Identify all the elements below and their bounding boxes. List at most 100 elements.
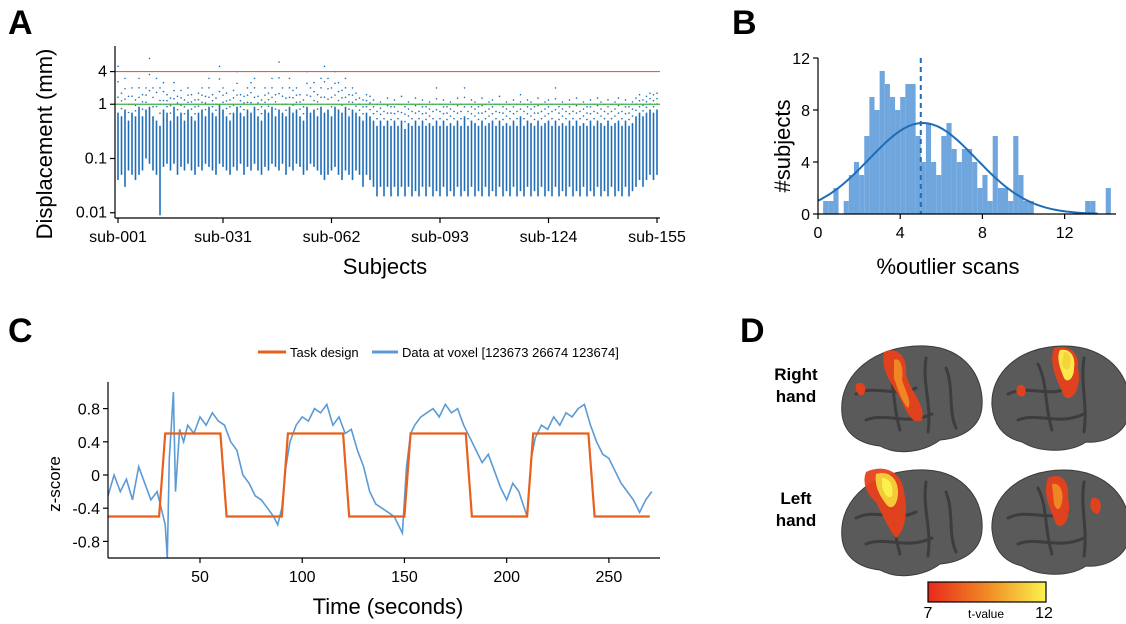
- subject-outlier-point: [551, 110, 553, 113]
- histogram-bar: [987, 201, 993, 214]
- subject-outlier-point: [145, 94, 147, 96]
- subject-outlier-point: [232, 89, 235, 92]
- subject-outlier-point: [421, 106, 424, 108]
- histogram-bar: [1023, 201, 1029, 214]
- subject-outlier-point: [369, 108, 371, 111]
- panel-label-d: D: [740, 312, 765, 350]
- subject-outlier-point: [407, 115, 410, 117]
- subject-outlier-point: [309, 95, 312, 97]
- subject-outlier-point: [638, 99, 641, 102]
- subject-outlier-point: [575, 104, 578, 107]
- subject-outlier-point: [463, 106, 466, 108]
- histogram-bar: [879, 71, 885, 214]
- subject-outlier-point: [222, 87, 224, 89]
- subject-outlier-point: [509, 117, 511, 120]
- subject-outlier-point: [187, 94, 189, 96]
- subject-outlier-point: [568, 99, 571, 101]
- subject-outlier-point: [215, 97, 217, 99]
- subject-outlier-point: [656, 97, 658, 100]
- histogram-bar: [1002, 188, 1009, 214]
- subject-outlier-point: [362, 99, 364, 101]
- subject-outlier-point: [162, 99, 165, 102]
- subject-outlier-point: [526, 99, 529, 101]
- subject-outlier-point: [344, 87, 347, 89]
- histogram-bar: [848, 175, 854, 214]
- subject-outlier-point: [355, 105, 357, 107]
- subject-displacement-points: [117, 57, 658, 216]
- histogram-bar: [895, 110, 901, 214]
- subject-outlier-point: [138, 77, 140, 80]
- subject-outlier-point: [267, 92, 270, 94]
- t-value-colorbar: [927, 581, 1047, 603]
- subject-outlier-point: [617, 112, 620, 114]
- subject-outlier-point: [124, 77, 126, 80]
- subject-outlier-point: [656, 92, 658, 94]
- panel-label-b: B: [732, 4, 757, 42]
- subject-outlier-point: [477, 105, 480, 108]
- subject-outlier-point: [211, 105, 214, 108]
- subject-outlier-point: [117, 65, 119, 68]
- subject-outlier-point: [201, 94, 203, 96]
- subject-outlier-point: [442, 112, 445, 115]
- subject-outlier-point: [365, 93, 368, 96]
- subject-outlier-point: [348, 108, 350, 110]
- subject-outlier-point: [547, 112, 550, 115]
- subject-outlier-point: [537, 97, 539, 99]
- subject-outlier-point: [593, 110, 595, 113]
- subject-outlier-point: [526, 106, 529, 108]
- brain-left-hand-medial: [991, 469, 1126, 575]
- subject-outlier-point: [614, 101, 616, 103]
- histogram-bar: [884, 84, 890, 214]
- subject-outlier-point: [302, 112, 305, 115]
- subject-outlier-point: [631, 108, 634, 110]
- subject-outlier-point: [411, 110, 413, 113]
- subject-outlier-point: [614, 108, 616, 110]
- subject-outlier-point: [495, 117, 497, 120]
- subject-outlier-point: [386, 97, 389, 99]
- subject-outlier-point: [481, 112, 483, 114]
- subject-outlier-point: [390, 118, 392, 121]
- subject-outlier-point: [414, 97, 417, 99]
- subject-outlier-point: [652, 99, 655, 102]
- subject-outlier-point: [327, 87, 329, 90]
- subject-outlier-point: [631, 101, 634, 103]
- subject-outlier-point: [624, 106, 627, 108]
- subject-outlier-point: [316, 101, 319, 103]
- subject-outlier-point: [400, 111, 403, 114]
- subject-outlier-point: [645, 95, 648, 98]
- subject-outlier-point: [607, 112, 609, 115]
- subject-outlier-point: [624, 99, 627, 101]
- subject-outlier-point: [393, 112, 396, 115]
- subject-outlier-point: [173, 89, 175, 92]
- subject-outlier-point: [572, 110, 574, 113]
- subject-outlier-point: [645, 100, 648, 103]
- histogram-bar: [961, 149, 967, 214]
- subject-outlier-point: [467, 117, 469, 120]
- subject-outlier-point: [152, 106, 154, 108]
- subject-outlier-point: [292, 89, 294, 92]
- subject-outlier-point: [474, 108, 476, 110]
- legend-c: Task design Data at voxel [123673 26674 1…: [258, 345, 619, 360]
- subject-outlier-point: [439, 110, 441, 113]
- subject-outlier-point: [215, 109, 217, 112]
- subject-outlier-point: [127, 111, 130, 114]
- subject-outlier-point: [225, 100, 228, 102]
- subject-outlier-point: [621, 117, 623, 120]
- x-axis-title-c: Time (seconds): [313, 594, 464, 619]
- subject-outlier-point: [649, 92, 651, 94]
- subject-outlier-point: [358, 97, 361, 99]
- subject-outlier-point: [204, 102, 207, 104]
- subject-outlier-point: [204, 108, 207, 111]
- subject-outlier-point: [418, 110, 420, 113]
- y-tick-label-c: -0.4: [72, 501, 100, 518]
- subject-outlier-point: [414, 104, 417, 107]
- subject-outlier-point: [596, 104, 599, 107]
- histogram-bar: [853, 162, 860, 214]
- subject-outlier-point: [453, 117, 455, 120]
- subject-outlier-point: [348, 101, 350, 103]
- subject-outlier-point: [334, 82, 336, 85]
- subject-outlier-point: [194, 112, 196, 115]
- subject-outlier-point: [344, 96, 347, 99]
- subject-outlier-point: [610, 117, 613, 120]
- subject-outlier-point: [320, 87, 322, 89]
